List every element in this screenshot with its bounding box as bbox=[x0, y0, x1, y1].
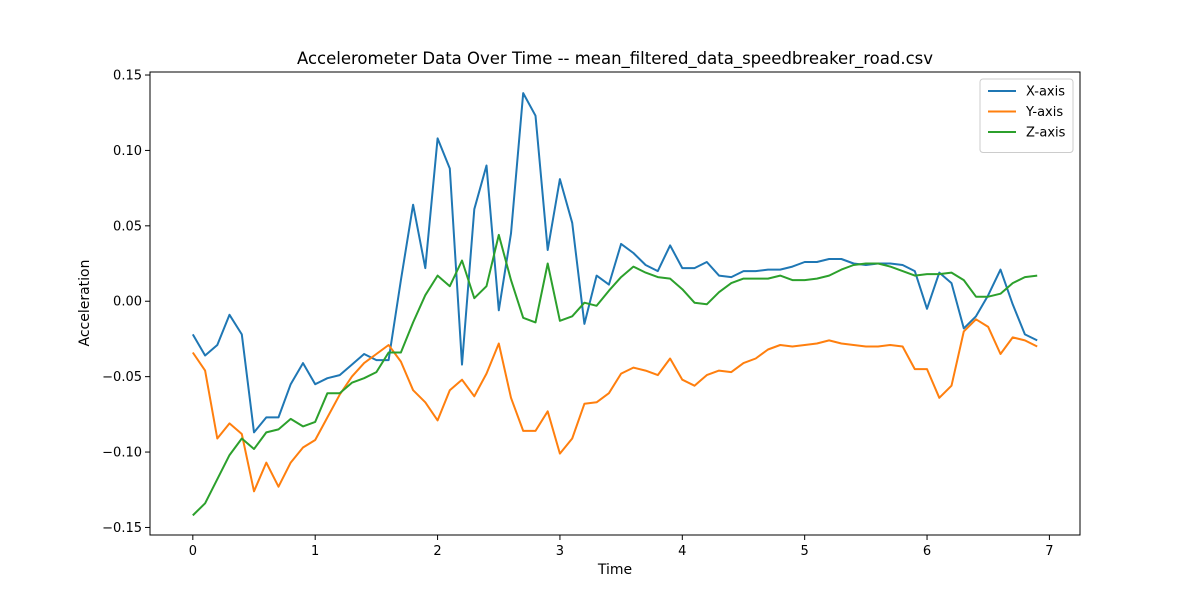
x-tick-label: 0 bbox=[189, 544, 197, 559]
y-axis-label: Acceleration bbox=[77, 260, 93, 347]
series-line-z-axis bbox=[192, 233, 1038, 517]
y-tick-label: 0.00 bbox=[113, 295, 142, 310]
legend: X-axis Y-axis Z-axis bbox=[979, 78, 1074, 153]
x-tick-label: 1 bbox=[311, 544, 319, 559]
y-axis: −0.15 −0.10 −0.05 0.00 0.05 0.10 0.15 bbox=[102, 69, 150, 536]
x-axis-label: Time bbox=[597, 562, 632, 578]
y-tick-label: 0.10 bbox=[113, 144, 142, 159]
y-tick-label: −0.15 bbox=[102, 521, 142, 536]
plot-frame bbox=[149, 71, 1081, 536]
legend-box bbox=[979, 78, 1074, 153]
x-tick-label: 3 bbox=[556, 544, 564, 559]
y-tick-label: −0.05 bbox=[102, 370, 142, 385]
x-axis: 0 1 2 3 4 5 6 7 bbox=[189, 535, 1054, 559]
legend-label: Y-axis bbox=[1025, 105, 1063, 120]
series-line-x-axis bbox=[191, 92, 1038, 434]
plot-area bbox=[191, 92, 1038, 517]
legend-label: Z-axis bbox=[1026, 126, 1066, 141]
y-tick-label: 0.15 bbox=[113, 69, 142, 84]
x-tick-label: 2 bbox=[433, 544, 441, 559]
legend-label: X-axis bbox=[1026, 85, 1065, 100]
chart-title: Accelerometer Data Over Time -- mean_fil… bbox=[297, 49, 933, 69]
x-tick-label: 5 bbox=[801, 544, 809, 559]
y-tick-label: 0.05 bbox=[113, 219, 142, 234]
x-tick-label: 7 bbox=[1045, 544, 1053, 559]
x-tick-label: 4 bbox=[678, 544, 686, 559]
x-tick-label: 6 bbox=[923, 544, 931, 559]
y-tick-label: −0.10 bbox=[102, 446, 142, 461]
series-line-y-axis bbox=[191, 318, 1038, 493]
